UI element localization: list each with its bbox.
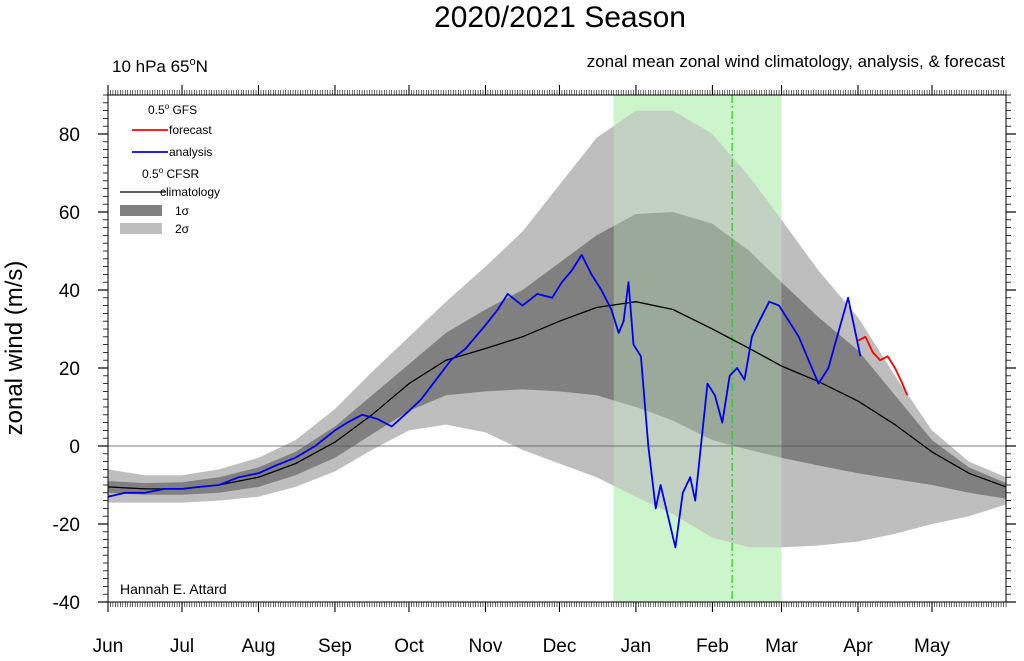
x-tick-label: Jan <box>621 636 652 657</box>
x-tick-label: Oct <box>394 636 424 657</box>
y-tick-label: 60 <box>59 203 80 224</box>
legend-analysis-label: analysis <box>169 145 212 159</box>
climatology-line <box>108 301 1006 490</box>
x-tick-labels: Jun Jul Aug Sep Oct Nov Dec Jan Feb Mar Apr May <box>93 636 951 657</box>
x-tick-label: Aug <box>242 636 276 657</box>
x-tick-label: May <box>914 636 950 657</box>
analysis-line <box>108 254 862 549</box>
legend: 0.5o GFS forecast analysis 0.5o CFSR cli… <box>120 102 220 236</box>
chart-title: 2020/2021 Season <box>434 1 686 34</box>
y-tick-label: 80 <box>59 125 80 146</box>
x-tick-label: Jun <box>93 636 124 657</box>
y-axis-label: zonal wind (m/s) <box>1 261 28 436</box>
legend-1sigma-swatch <box>120 205 162 216</box>
legend-2sigma-label: 2σ <box>175 222 190 236</box>
x-tick-label: Nov <box>469 636 503 657</box>
y-tick-label: 0 <box>69 437 80 458</box>
y-tick-labels: -40 -20 0 20 40 60 80 <box>53 125 80 614</box>
axis-ticks <box>98 85 1016 612</box>
forecast-line <box>857 335 909 396</box>
climatology-1sigma-band <box>108 212 1006 499</box>
x-tick-label: Sep <box>318 636 352 657</box>
legend-2sigma-swatch <box>120 223 162 234</box>
author-credit: Hannah E. Attard <box>120 581 227 597</box>
subtitle-right: zonal mean zonal wind climatology, analy… <box>587 52 1006 71</box>
subtitle-left: 10 hPa 65oN <box>112 56 208 76</box>
x-tick-label: Apr <box>843 636 873 657</box>
legend-gfs-header: 0.5o GFS <box>148 102 197 117</box>
legend-1sigma-label: 1σ <box>175 204 190 218</box>
y-tick-label: 40 <box>59 281 80 302</box>
x-tick-label: Dec <box>543 636 577 657</box>
x-tick-label: Feb <box>696 636 729 657</box>
x-tick-label: Jul <box>170 636 194 657</box>
highlight-period-overlay <box>613 95 782 602</box>
legend-cfsr-header: 0.5o CFSR <box>142 166 199 181</box>
y-tick-label: 20 <box>59 359 80 380</box>
legend-forecast-label: forecast <box>169 123 212 137</box>
plot-area <box>107 94 1007 603</box>
y-tick-label: -40 <box>53 593 80 614</box>
y-tick-label: -20 <box>53 515 80 536</box>
x-tick-label: Mar <box>765 636 798 657</box>
legend-climatology-label: climatology <box>160 185 220 199</box>
